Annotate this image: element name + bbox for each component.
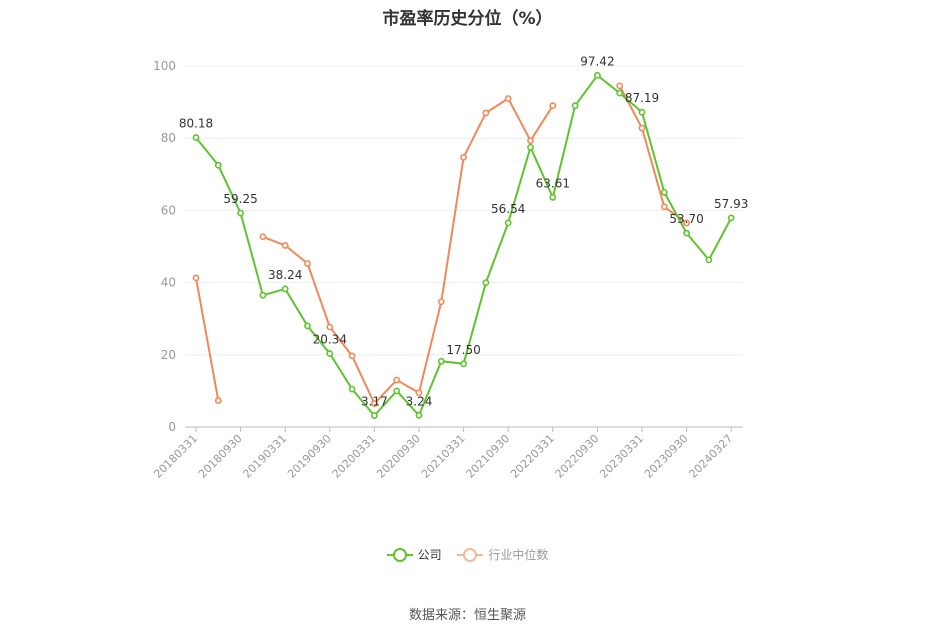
data-point-industry xyxy=(192,274,200,282)
data-point-company xyxy=(393,387,401,395)
x-tick-label: 20240327 xyxy=(687,432,736,481)
data-label: 20.34 xyxy=(313,333,347,347)
data-label: 80.18 xyxy=(179,117,213,131)
x-tick-label: 20200930 xyxy=(374,432,423,481)
data-point-company xyxy=(370,412,378,419)
x-tick-label: 20230331 xyxy=(597,432,646,481)
data-point-industry xyxy=(683,219,690,227)
data-point-company xyxy=(326,350,334,357)
data-point-company xyxy=(504,219,512,227)
data-point-company xyxy=(571,102,579,110)
x-tick-label: 20210930 xyxy=(464,432,513,481)
data-label: 3.17 xyxy=(361,395,388,409)
data-point-industry xyxy=(482,109,490,117)
data-point-industry xyxy=(616,82,624,90)
data-point-industry xyxy=(326,323,334,331)
y-tick-label: 100 xyxy=(153,59,176,73)
x-tick-label: 20230930 xyxy=(642,432,691,481)
legend-item-industry[interactable]: 行业中位数 xyxy=(457,546,548,563)
x-tick-label: 20180331 xyxy=(151,432,200,481)
data-point-industry xyxy=(370,400,378,407)
legend-company-label: 公司 xyxy=(417,548,442,562)
data-point-industry xyxy=(504,95,512,102)
y-tick-label: 20 xyxy=(161,348,176,362)
data-point-industry xyxy=(348,352,356,360)
data-point-industry xyxy=(549,102,557,110)
chart-legend: 公司 行业中位数 xyxy=(0,546,935,565)
data-point-company xyxy=(281,285,289,293)
data-source-note: 数据来源：恒生聚源 xyxy=(408,608,526,623)
data-point-company xyxy=(237,209,244,217)
x-tick-label: 20190331 xyxy=(241,432,290,481)
data-point-company xyxy=(616,89,624,97)
x-tick-label: 20220930 xyxy=(553,432,602,481)
data-point-company xyxy=(594,71,601,79)
data-point-company xyxy=(727,214,735,222)
data-label: 87.19 xyxy=(625,91,659,105)
y-tick-label: 60 xyxy=(161,203,176,217)
chart-title: 市盈率历史分位（%） xyxy=(382,9,553,29)
data-point-company xyxy=(638,108,646,116)
data-point-industry xyxy=(460,153,467,161)
data-point-industry xyxy=(660,203,668,211)
x-tick-label: 20200331 xyxy=(330,432,379,481)
data-point-company xyxy=(348,385,356,393)
data-label: 57.93 xyxy=(714,197,748,211)
x-tick-label: 20210331 xyxy=(419,432,468,481)
data-point-company xyxy=(527,143,534,151)
data-label: 17.50 xyxy=(446,343,480,357)
data-label: 63.61 xyxy=(536,176,570,190)
data-point-industry xyxy=(281,242,289,249)
data-point-industry xyxy=(304,260,311,267)
data-label: 3.24 xyxy=(406,394,433,408)
data-label: 97.42 xyxy=(580,54,614,68)
data-point-company xyxy=(304,322,311,330)
x-tick-label: 20190930 xyxy=(285,432,334,481)
data-point-industry xyxy=(437,298,445,306)
x-tick-label: 20220331 xyxy=(508,432,557,481)
data-point-industry xyxy=(527,137,534,145)
data-point-company xyxy=(705,256,713,264)
data-label: 38.24 xyxy=(268,268,302,282)
data-point-industry xyxy=(415,389,423,397)
data-label: 56.54 xyxy=(491,202,525,216)
data-label: 53.70 xyxy=(669,212,703,226)
legend-item-company[interactable]: 公司 xyxy=(386,546,442,563)
data-label: 59.25 xyxy=(223,192,257,206)
legend-industry-label: 行业中位数 xyxy=(488,548,549,562)
y-tick-label: 40 xyxy=(161,276,176,290)
data-point-company xyxy=(549,193,557,201)
y-tick-label: 80 xyxy=(161,131,176,145)
data-point-company xyxy=(437,357,445,365)
y-tick-label: 0 xyxy=(168,420,176,434)
data-point-industry xyxy=(259,233,267,241)
data-point-company xyxy=(683,229,690,237)
data-point-company xyxy=(192,134,200,141)
data-point-industry xyxy=(214,397,222,405)
data-point-company xyxy=(660,188,668,196)
data-point-industry xyxy=(393,376,401,384)
data-point-industry xyxy=(638,124,646,132)
data-point-company xyxy=(259,291,267,299)
data-point-company xyxy=(214,161,222,169)
x-tick-label: 20180930 xyxy=(196,432,245,481)
data-point-company xyxy=(460,360,467,368)
data-point-company xyxy=(482,279,490,286)
series-line-industry xyxy=(195,85,688,405)
data-point-company xyxy=(415,411,423,419)
legend-company-marker-icon xyxy=(386,547,413,562)
legend-industry-marker-icon xyxy=(457,547,484,562)
